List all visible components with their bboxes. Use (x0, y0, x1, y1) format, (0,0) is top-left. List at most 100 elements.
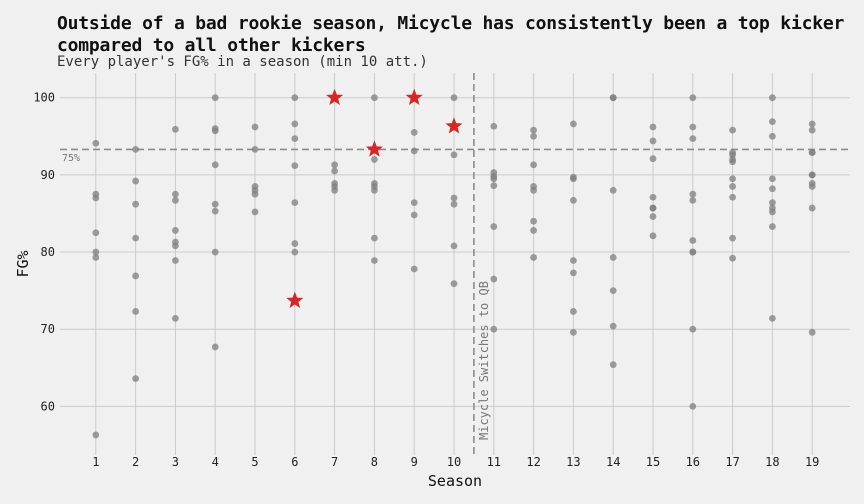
kicker-point (172, 242, 179, 250)
kicker-point (609, 94, 617, 102)
micycle-star-point (445, 117, 463, 134)
kicker-point (570, 175, 577, 183)
kicker-point (291, 94, 299, 102)
chart-title: Outside of a bad rookie season, Micycle … (57, 13, 845, 56)
x-tick-label: 7 (331, 455, 338, 469)
kicker-point (172, 125, 179, 133)
kicker-point (768, 208, 776, 216)
kicker-point (251, 190, 259, 198)
x-tick-label: 18 (765, 455, 779, 469)
kicker-point (530, 254, 538, 261)
kicker-point (530, 161, 538, 169)
kicker-point (211, 207, 219, 215)
kicker-point (530, 126, 538, 134)
kicker-point (649, 213, 657, 220)
kicker-point (808, 126, 816, 134)
x-tick-label: 14 (606, 455, 620, 469)
kicker-point (132, 272, 140, 280)
kicker-point (768, 315, 776, 322)
x-tick-label: 2 (132, 455, 139, 469)
kicker-point (331, 161, 339, 169)
kicker-point (530, 227, 538, 234)
kicker-point (729, 193, 736, 201)
kicker-point (808, 183, 816, 190)
kicker-point (530, 186, 538, 194)
micycle-star-point (405, 88, 423, 105)
kicker-point (251, 208, 259, 216)
kicker-point (211, 127, 219, 135)
kicker-point (410, 211, 418, 219)
kicker-point (570, 257, 577, 264)
x-tick-labels: 1 2 3 4 5 6 7 8 9 10 11 12 13 14 15 16 17 18 19 (92, 455, 819, 469)
kicker-point (649, 232, 657, 240)
kicker-point (132, 308, 140, 315)
kicker-point (132, 234, 140, 242)
kicker-point (172, 190, 179, 198)
kicker-point (609, 287, 617, 295)
kicker-point (490, 122, 498, 130)
x-tick-label: 15 (646, 455, 660, 469)
kicker-point (172, 227, 179, 234)
kicker-point (291, 135, 299, 142)
kicker-point (450, 94, 458, 102)
kicker-point (132, 177, 140, 185)
kicker-point (570, 196, 577, 204)
kicker-point (570, 269, 577, 277)
kicker-point (609, 186, 617, 194)
kicker-point (689, 196, 697, 204)
kicker-point (172, 196, 179, 204)
x-tick-label: 4 (212, 455, 219, 469)
kicker-point (570, 120, 577, 128)
x-tick-label: 1 (92, 455, 99, 469)
kicker-point (649, 204, 657, 212)
micycle-points (286, 88, 463, 308)
x-tick-label: 10 (447, 455, 461, 469)
kicker-point (689, 135, 697, 142)
kicker-point (371, 156, 378, 163)
kicker-point (609, 322, 617, 330)
kicker-point (689, 237, 697, 244)
kicker-point (729, 254, 736, 262)
kicker-point (490, 175, 498, 183)
x-tick-label: 11 (487, 455, 501, 469)
y-tick-label: 80 (41, 245, 55, 259)
kicker-point (729, 234, 736, 242)
kicker-point (172, 315, 179, 322)
kicker-point (410, 129, 418, 136)
kicker-point (609, 361, 617, 369)
kicker-point (92, 254, 100, 261)
micycle-star-point (326, 88, 344, 105)
kicker-point (251, 123, 259, 131)
x-tick-label: 19 (805, 455, 819, 469)
kicker-point (530, 217, 538, 225)
micycle-star-point (365, 140, 383, 157)
kicker-point (450, 200, 458, 208)
y-tick-labels: 60 70 80 90 100 (33, 91, 55, 414)
kicker-point (689, 248, 697, 256)
kicker-point (371, 94, 378, 102)
kicker-point (768, 223, 776, 230)
kicker-point (729, 183, 736, 190)
kicker-point (251, 146, 259, 153)
chart-subtitle: Every player's FG% in a season (min 10 a… (57, 54, 428, 70)
kicker-point (291, 199, 299, 207)
kicker-point (490, 223, 498, 230)
kicker-point (768, 175, 776, 183)
kicker-point (291, 162, 299, 170)
kicker-point (291, 120, 299, 128)
kicker-point (689, 94, 697, 102)
kicker-point (808, 149, 816, 156)
kicker-point (211, 161, 219, 169)
y-tick-label: 70 (41, 322, 55, 336)
kicker-point (808, 204, 816, 212)
x-tick-label: 17 (725, 455, 739, 469)
kicker-point (649, 155, 657, 163)
x-tick-label: 12 (526, 455, 540, 469)
kicker-point (92, 139, 100, 147)
kicker-point (132, 146, 140, 153)
x-tick-label: 9 (411, 455, 418, 469)
x-tick-label: 6 (291, 455, 298, 469)
kicker-point (570, 308, 577, 315)
kicker-point (331, 186, 339, 194)
kicker-point (371, 234, 378, 242)
